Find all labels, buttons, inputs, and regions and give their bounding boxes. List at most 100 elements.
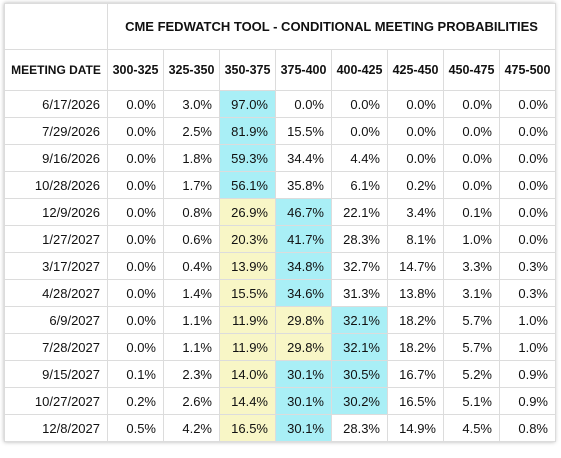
probability-cell: 1.1% (163, 306, 220, 334)
probability-cell: 8.1% (387, 225, 444, 253)
probability-cell: 46.7% (275, 198, 332, 226)
meeting-date: 9/15/2027 (4, 360, 108, 388)
probability-cell: 16.5% (219, 414, 276, 442)
meeting-date: 6/9/2027 (4, 306, 108, 334)
probability-cell: 30.5% (331, 360, 388, 388)
probability-cell: 4.5% (443, 414, 500, 442)
probability-cell: 15.5% (219, 279, 276, 307)
table-title: CME FEDWATCH TOOL - CONDITIONAL MEETING … (107, 3, 556, 50)
table-row: 3/17/2027 0.0% 0.4% 13.9% 34.8% 32.7% 14.7% 3.3… (4, 252, 556, 280)
meeting-date: 12/8/2027 (4, 414, 108, 442)
probability-cell: 0.8% (163, 198, 220, 226)
probability-cell: 0.0% (387, 90, 444, 118)
meeting-date: 10/28/2026 (4, 171, 108, 199)
probability-cell: 1.8% (163, 144, 220, 172)
probability-cell: 0.0% (275, 90, 332, 118)
probability-cell: 81.9% (219, 117, 276, 145)
probability-cell: 32.7% (331, 252, 388, 280)
probability-cell: 0.1% (107, 360, 164, 388)
probability-cell: 3.4% (387, 198, 444, 226)
table-row: 4/28/2027 0.0% 1.4% 15.5% 34.6% 31.3% 13.8% 3.1… (4, 279, 556, 307)
table-row: 1/27/2027 0.0% 0.6% 20.3% 41.7% 28.3% 8.1% 1.0%… (4, 225, 556, 253)
table-row: 9/15/2027 0.1% 2.3% 14.0% 30.1% 30.5% 16.7% 5.2… (4, 360, 556, 388)
probability-cell: 1.0% (443, 225, 500, 253)
probability-cell: 6.1% (331, 171, 388, 199)
probability-cell: 16.5% (387, 387, 444, 415)
probability-cell: 0.0% (443, 171, 500, 199)
meeting-date: 1/27/2027 (4, 225, 108, 253)
table-row: 9/16/2026 0.0% 1.8% 59.3% 34.4% 4.4% 0.0% 0.0% 0… (4, 144, 556, 172)
probability-cell: 1.0% (499, 306, 556, 334)
probability-cell: 0.0% (107, 144, 164, 172)
column-header: MEETING DATE (4, 49, 108, 91)
probability-cell: 0.0% (107, 117, 164, 145)
probability-cell: 32.1% (331, 306, 388, 334)
table-row: 6/17/2026 0.0% 3.0% 97.0% 0.0% 0.0% 0.0% 0.0% 0.… (4, 90, 556, 118)
probability-cell: 14.0% (219, 360, 276, 388)
probability-cell: 1.4% (163, 279, 220, 307)
probability-cell: 0.5% (107, 414, 164, 442)
meeting-date: 7/28/2027 (4, 333, 108, 361)
probability-cell: 14.7% (387, 252, 444, 280)
probability-cell: 16.7% (387, 360, 444, 388)
probability-cell: 2.3% (163, 360, 220, 388)
probability-cell: 26.9% (219, 198, 276, 226)
probability-cell: 11.9% (219, 333, 276, 361)
probability-cell: 18.2% (387, 306, 444, 334)
column-header: 475-500 (499, 49, 556, 91)
probability-cell: 0.0% (499, 171, 556, 199)
probability-cell: 4.2% (163, 414, 220, 442)
probability-cell: 5.1% (443, 387, 500, 415)
probability-cell: 32.1% (331, 333, 388, 361)
probability-cell: 0.0% (499, 225, 556, 253)
probability-cell: 0.0% (331, 90, 388, 118)
probability-cell: 35.8% (275, 171, 332, 199)
blank-cell (4, 3, 108, 50)
probability-cell: 28.3% (331, 225, 388, 253)
probability-cell: 3.0% (163, 90, 220, 118)
probability-cell: 0.0% (443, 117, 500, 145)
meeting-date: 3/17/2027 (4, 252, 108, 280)
probability-cell: 0.6% (163, 225, 220, 253)
probability-cell: 34.4% (275, 144, 332, 172)
probability-cell: 41.7% (275, 225, 332, 253)
probability-cell: 0.0% (107, 198, 164, 226)
probability-cell: 0.9% (499, 360, 556, 388)
probability-cell: 30.1% (275, 387, 332, 415)
probability-cell: 5.7% (443, 306, 500, 334)
probability-cell: 0.0% (443, 90, 500, 118)
probability-cell: 0.0% (443, 144, 500, 172)
column-header: 425-450 (387, 49, 444, 91)
probability-cell: 1.7% (163, 171, 220, 199)
meeting-date: 7/29/2026 (4, 117, 108, 145)
probability-cell: 5.7% (443, 333, 500, 361)
probability-cell: 29.8% (275, 306, 332, 334)
probability-cell: 0.2% (107, 387, 164, 415)
probability-cell: 3.1% (443, 279, 500, 307)
probability-cell: 0.9% (499, 387, 556, 415)
probability-cell: 56.1% (219, 171, 276, 199)
meeting-date: 12/9/2026 (4, 198, 108, 226)
probability-cell: 0.0% (107, 171, 164, 199)
probability-cell: 31.3% (331, 279, 388, 307)
probability-cell: 11.9% (219, 306, 276, 334)
column-header: 400-425 (331, 49, 388, 91)
probability-cell: 30.2% (331, 387, 388, 415)
column-header: 350-375 (219, 49, 276, 91)
probability-cell: 0.3% (499, 279, 556, 307)
meeting-date: 4/28/2027 (4, 279, 108, 307)
probability-cell: 0.8% (499, 414, 556, 442)
column-header: 375-400 (275, 49, 332, 91)
meeting-date: 10/27/2027 (4, 387, 108, 415)
probability-cell: 0.0% (499, 90, 556, 118)
probability-cell: 0.0% (107, 252, 164, 280)
table-row: 7/28/2027 0.0% 1.1% 11.9% 29.8% 32.1% 18.2% 5.7… (4, 333, 556, 361)
probability-cell: 0.0% (499, 198, 556, 226)
probability-cell: 14.4% (219, 387, 276, 415)
table-frame: CME FEDWATCH TOOL - CONDITIONAL MEETING … (4, 3, 556, 442)
probability-cell: 34.6% (275, 279, 332, 307)
probability-cell: 0.0% (499, 117, 556, 145)
table-row: 12/9/2026 0.0% 0.8% 26.9% 46.7% 22.1% 3.4% 0.1%… (4, 198, 556, 226)
probability-cell: 59.3% (219, 144, 276, 172)
probability-cell: 13.8% (387, 279, 444, 307)
